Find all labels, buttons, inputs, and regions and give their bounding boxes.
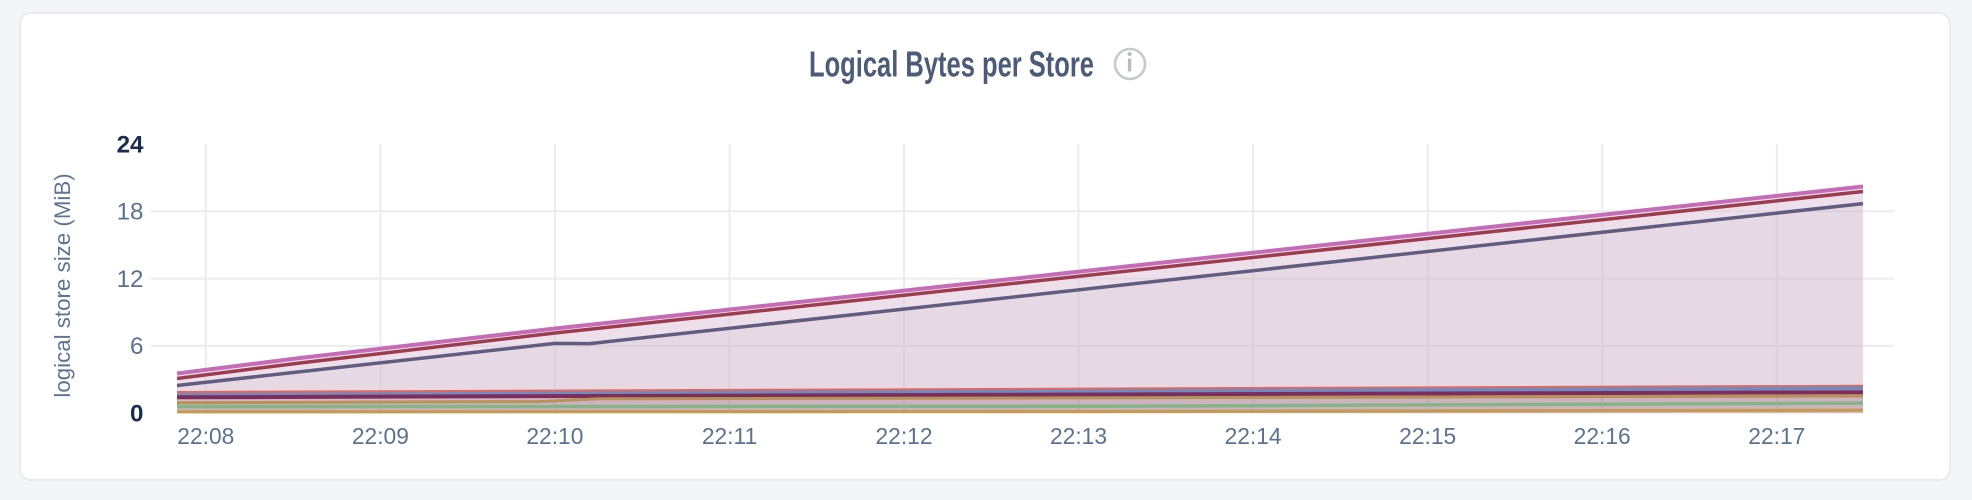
svg-text:22:12: 22:12	[875, 423, 932, 449]
svg-text:12: 12	[117, 266, 144, 293]
svg-text:0: 0	[130, 401, 143, 428]
svg-text:22:08: 22:08	[177, 423, 234, 449]
svg-text:18: 18	[117, 199, 144, 226]
svg-text:22:17: 22:17	[1748, 423, 1805, 449]
svg-text:22:16: 22:16	[1574, 423, 1631, 449]
svg-text:24: 24	[117, 131, 144, 158]
svg-text:22:11: 22:11	[702, 423, 757, 449]
svg-text:6: 6	[130, 333, 143, 360]
svg-text:22:13: 22:13	[1050, 423, 1107, 449]
svg-text:Logical Bytes per Store: Logical Bytes per Store	[809, 44, 1094, 85]
svg-text:22:15: 22:15	[1399, 423, 1456, 449]
svg-text:22:14: 22:14	[1225, 423, 1282, 449]
svg-text:22:10: 22:10	[526, 423, 583, 449]
svg-text:logical store size (MiB): logical store size (MiB)	[50, 173, 75, 397]
svg-text:22:09: 22:09	[352, 423, 409, 449]
